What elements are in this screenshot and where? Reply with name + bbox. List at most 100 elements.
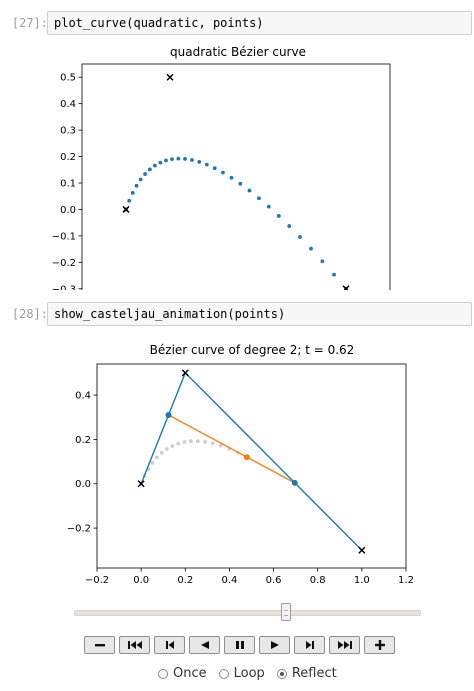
cell-prompt: [28]:: [11, 307, 48, 321]
curve-trace-point: [159, 450, 164, 455]
curve-trace-point: [164, 447, 169, 451]
chart-title: Bézier curve of degree 2; t = 0.62: [150, 343, 355, 357]
interpolation-point: [165, 412, 172, 418]
curve-trace-point: [154, 455, 159, 460]
pause-icon: [235, 641, 244, 649]
plus-icon: [374, 640, 385, 650]
code-cell-input[interactable]: plot_curve(quadratic, points): [47, 11, 472, 35]
y-tick-label: 0.2: [75, 435, 91, 446]
curve-point: [164, 158, 168, 163]
mode-option-once[interactable]: Once: [158, 666, 207, 681]
plot-frame: [96, 363, 407, 569]
y-tick-label: −0.2: [67, 524, 91, 535]
previous-frame-button[interactable]: [154, 636, 185, 654]
curve-trace-point: [176, 441, 181, 446]
curve-point: [183, 156, 187, 161]
curve-trace-point: [170, 444, 175, 448]
frame-slider-track[interactable]: [74, 610, 421, 616]
curve-point-current: [243, 454, 250, 461]
y-tick-label: 0.1: [60, 179, 76, 190]
animation-controls: [84, 636, 395, 654]
curve-point: [287, 224, 292, 228]
play-button[interactable]: [259, 636, 290, 654]
y-tick-label: 0.4: [75, 391, 91, 402]
x-tick-label: −0.2: [85, 575, 109, 586]
y-tick-label: −0.1: [52, 231, 76, 242]
y-tick-label: 0.4: [60, 99, 76, 110]
step-back-icon: [165, 641, 174, 649]
curve-trace-point: [218, 443, 223, 448]
x-tick-label: 1.2: [398, 575, 414, 586]
control-polygon-line: [140, 371, 363, 551]
y-tick-label: 0.0: [75, 479, 91, 490]
curve-point: [130, 190, 135, 195]
curve-point: [127, 198, 132, 203]
curve-trace-point: [189, 439, 193, 444]
curve-point: [276, 214, 281, 218]
radio-loop[interactable]: [218, 668, 229, 679]
curve-point: [266, 204, 271, 209]
control-point-marker: [342, 285, 350, 290]
curve-point: [176, 156, 181, 161]
interpolation-line: [168, 414, 296, 484]
skip-to-start-icon: [127, 641, 142, 649]
decrease-speed-button[interactable]: [84, 636, 115, 654]
curve-point: [309, 246, 313, 251]
radio-reflect[interactable]: [276, 668, 287, 679]
curve-point: [247, 188, 252, 193]
x-tick-label: 0.8: [310, 575, 326, 586]
pause-button[interactable]: [224, 636, 255, 654]
curve-point: [138, 177, 143, 182]
curve-point: [143, 172, 147, 176]
next-frame-button[interactable]: [294, 636, 325, 654]
curve-point: [229, 175, 234, 180]
frame-slider-handle[interactable]: [281, 603, 291, 621]
play-reverse-button[interactable]: [189, 636, 220, 654]
curve-point: [257, 196, 261, 201]
last-frame-button[interactable]: [329, 636, 360, 654]
curve-trace-point: [210, 441, 215, 446]
curve-point: [221, 170, 225, 175]
mode-label: Once: [173, 666, 207, 681]
y-tick-label: −0.2: [52, 258, 76, 269]
play-icon: [270, 641, 279, 649]
x-tick-label: 0.4: [221, 575, 237, 586]
x-tick-label: 0.0: [133, 575, 149, 586]
x-tick-label: 1.0: [354, 575, 370, 586]
radio-once[interactable]: [158, 668, 168, 679]
code-cell-input[interactable]: show_casteljau_animation(points): [47, 302, 472, 326]
curve-point: [153, 163, 157, 168]
curve-point: [332, 272, 336, 277]
curve-point: [170, 157, 174, 162]
control-point-marker: [358, 546, 366, 554]
interpolation-point: [291, 479, 298, 486]
minus-icon: [94, 644, 105, 647]
x-tick-label: 0.6: [266, 575, 282, 586]
curve-point: [134, 183, 139, 188]
control-point-marker: [181, 369, 189, 377]
y-tick-label: 0.5: [60, 73, 76, 84]
loop-mode-group: Once Loop Reflect: [158, 666, 337, 681]
curve-trace-point: [203, 440, 208, 444]
curve-trace-point: [195, 439, 200, 444]
control-point-marker: [137, 480, 145, 488]
y-tick-label: 0.0: [60, 205, 76, 216]
control-point-marker: [122, 205, 130, 213]
first-frame-button[interactable]: [119, 636, 150, 654]
plot-frame: [81, 63, 391, 290]
mode-label: Reflect: [291, 666, 337, 681]
y-tick-label: 0.3: [60, 126, 76, 137]
curve-point: [298, 235, 302, 239]
mode-option-reflect[interactable]: Reflect: [276, 666, 337, 681]
curve-trace-point: [182, 440, 187, 444]
y-tick-label: 0.2: [60, 152, 76, 163]
mode-option-loop[interactable]: Loop: [218, 666, 265, 681]
curve-point: [147, 167, 152, 172]
x-tick-label: 0.2: [177, 575, 193, 586]
chart-title: quadratic Bézier curve: [170, 45, 306, 59]
step-forward-icon: [305, 641, 314, 649]
increase-speed-button[interactable]: [364, 636, 395, 654]
curve-point: [212, 166, 217, 171]
curve-point: [158, 160, 163, 165]
skip-to-end-icon: [337, 641, 352, 649]
